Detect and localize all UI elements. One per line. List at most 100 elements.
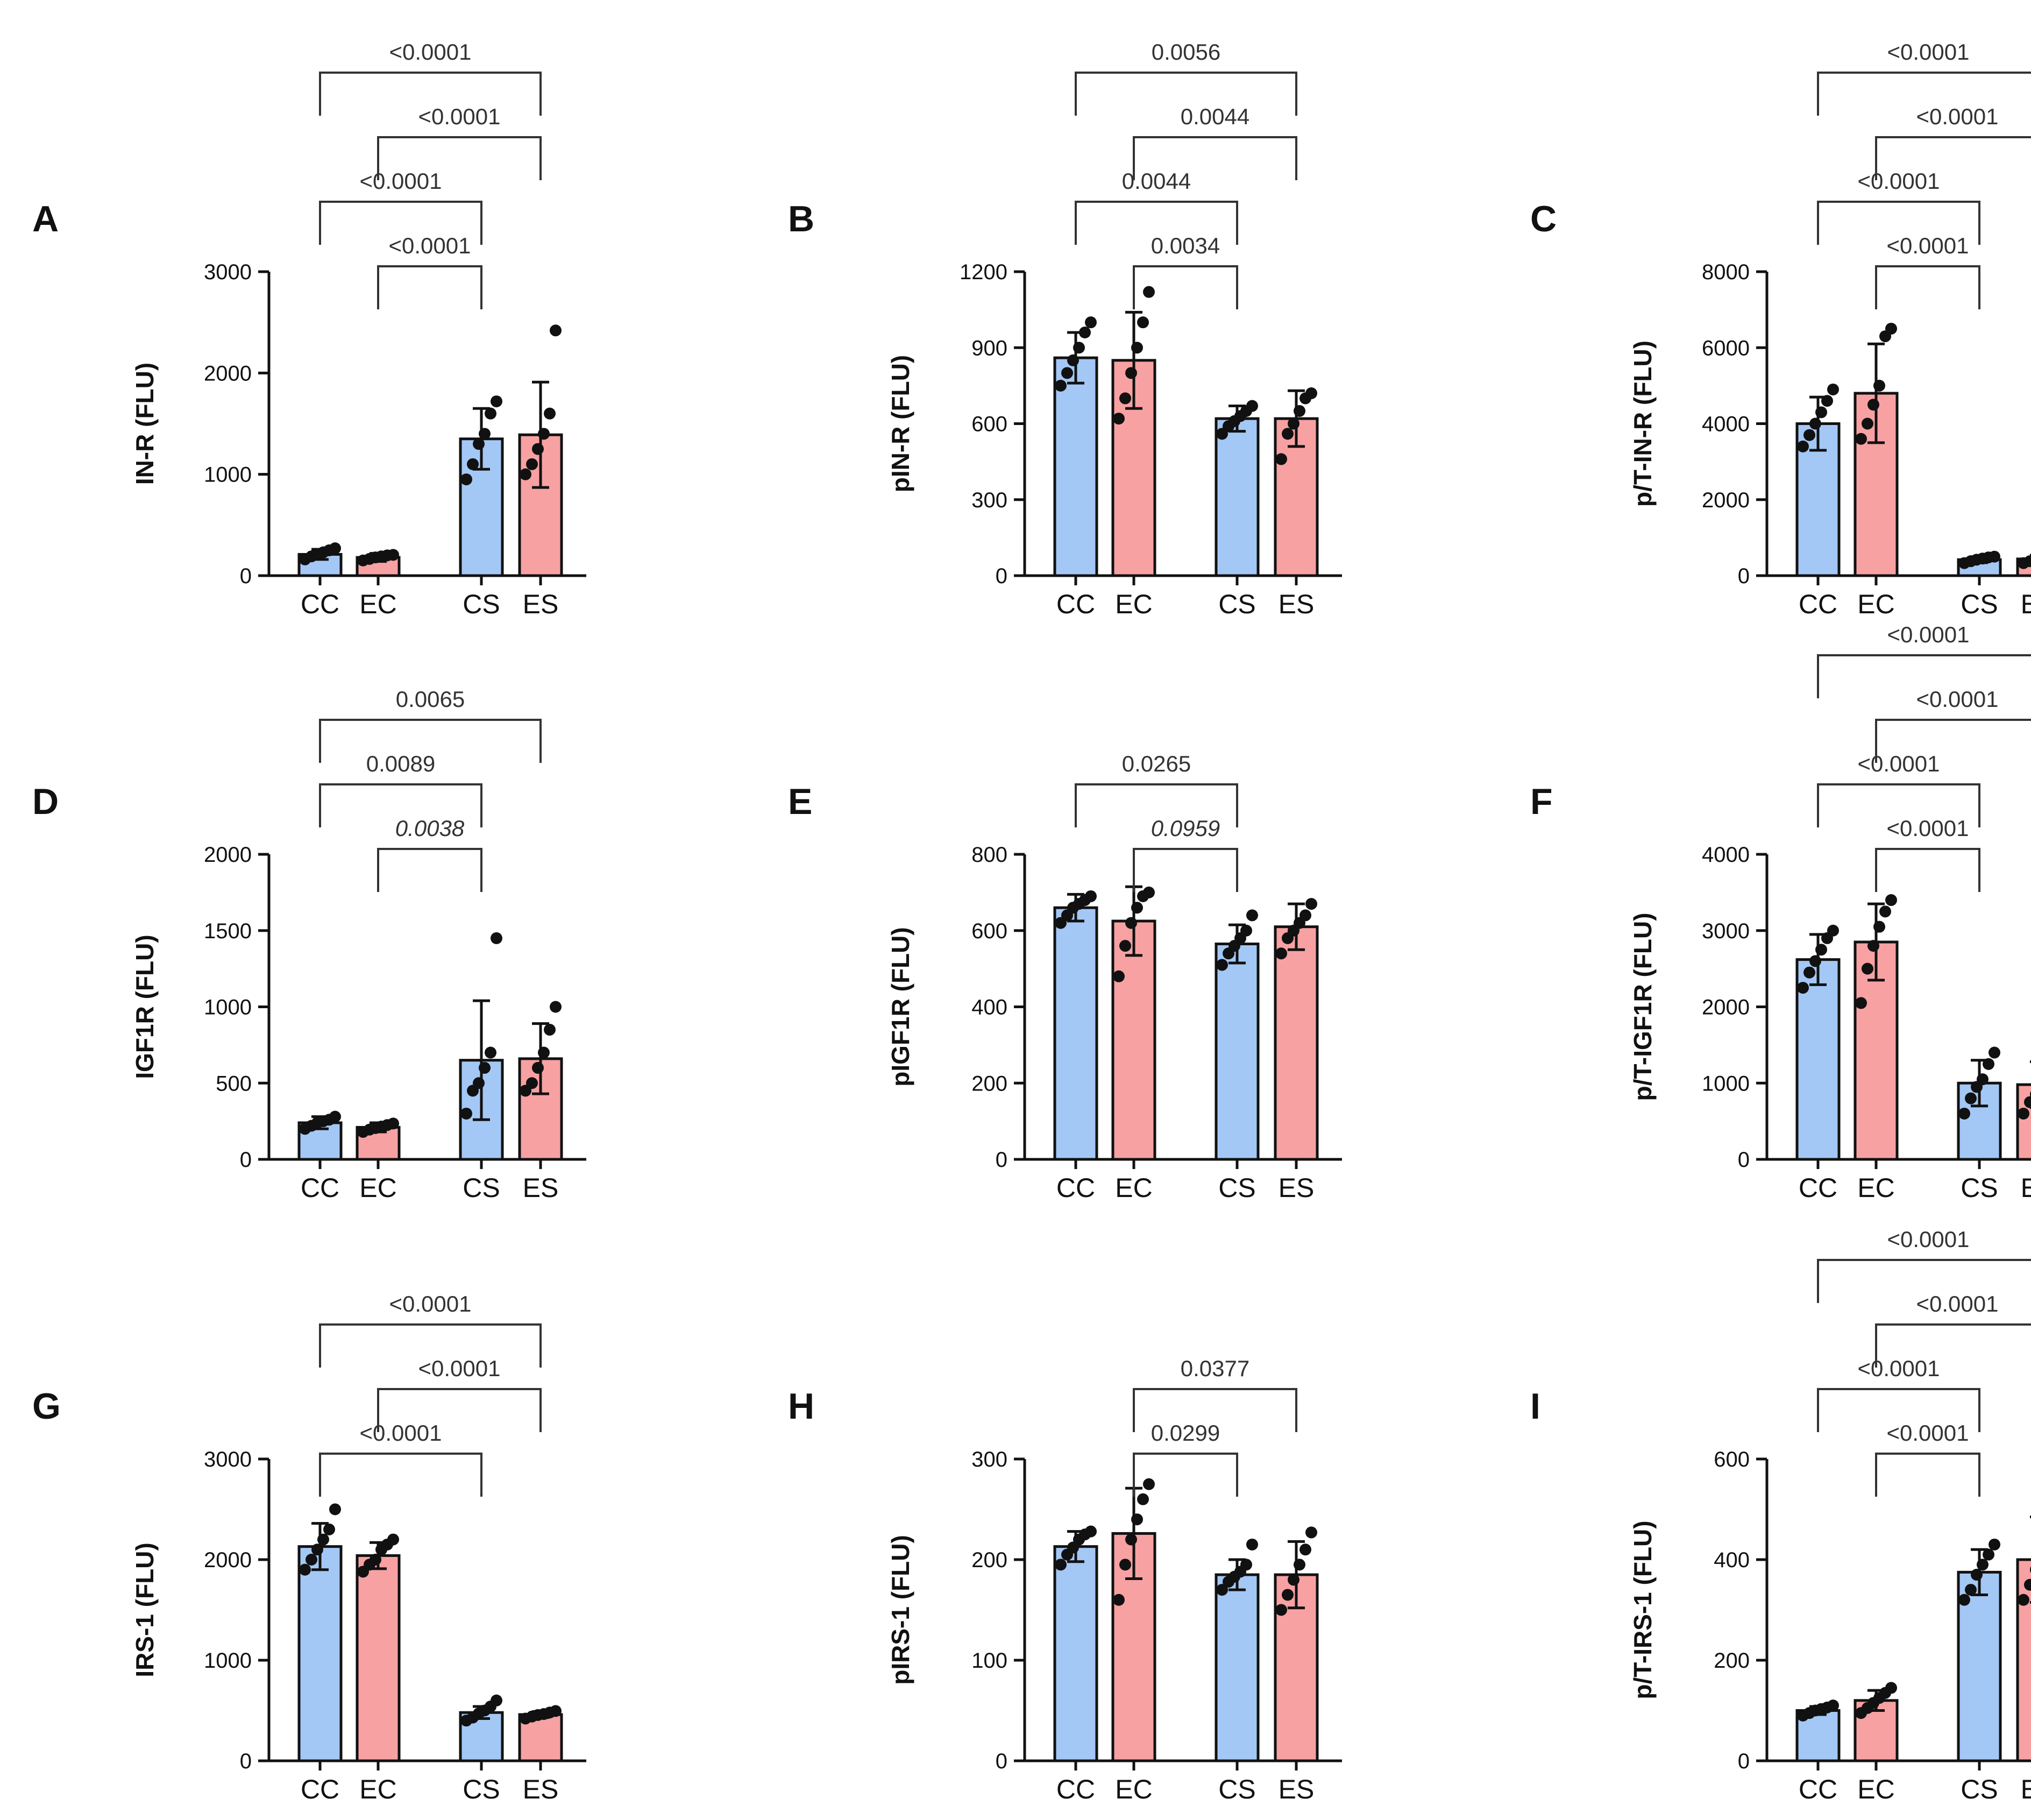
data-point xyxy=(387,1533,399,1546)
data-point xyxy=(1085,890,1097,902)
y-tick-label: 200 xyxy=(971,1072,1007,1095)
x-tick-label: ES xyxy=(523,589,559,619)
data-point xyxy=(1989,550,2000,563)
significance-bracket xyxy=(1075,72,1297,116)
significance-bracket xyxy=(1817,201,1980,245)
y-tick-label: 0 xyxy=(1738,1148,1750,1172)
y-axis-label: pIRS-1 (FLU) xyxy=(886,1535,914,1685)
x-tick-label: EC xyxy=(1115,1774,1152,1804)
x-tick-label: EC xyxy=(1857,1173,1894,1203)
data-point xyxy=(1971,1569,1983,1581)
p-value-label: <0.0001 xyxy=(1887,1227,1970,1252)
x-tick-label: ES xyxy=(1279,1774,1315,1804)
data-point xyxy=(1125,367,1137,379)
data-point xyxy=(538,1046,550,1059)
data-point xyxy=(1119,1559,1131,1571)
significance-bracket xyxy=(1133,1388,1297,1432)
data-point xyxy=(1855,433,1867,445)
data-point xyxy=(1305,387,1317,399)
x-tick-label: CS xyxy=(1961,1173,1998,1203)
data-point xyxy=(2024,555,2031,568)
x-tick-label: CS xyxy=(463,589,500,619)
data-point xyxy=(1143,286,1155,298)
p-value-label: <0.0001 xyxy=(1916,104,1999,129)
data-point xyxy=(1288,1574,1299,1586)
bar-cs xyxy=(1215,943,1260,1161)
data-point xyxy=(538,428,550,440)
data-point xyxy=(311,1543,323,1556)
x-tick-label: EC xyxy=(1115,1173,1152,1203)
panel-i: Ip/T-IRS-1 (FLU) 0 200 400 600 CC EC CS ES <0.000… xyxy=(1530,1227,2031,1804)
significance-bracket xyxy=(377,136,542,180)
data-point xyxy=(460,473,472,486)
data-point xyxy=(1113,970,1125,982)
x-tick-label: CS xyxy=(463,1173,500,1203)
data-point xyxy=(1240,1559,1252,1571)
significance-bracket xyxy=(377,265,482,309)
data-point xyxy=(1113,1594,1125,1606)
data-point xyxy=(1125,1533,1137,1546)
panel-letter: D xyxy=(32,781,59,822)
x-tick-label: CS xyxy=(1961,1774,1998,1804)
significance-bracket xyxy=(377,848,482,892)
panel-letter: E xyxy=(788,781,812,822)
y-tick-label: 0 xyxy=(240,1750,252,1773)
x-tick-label: CC xyxy=(301,1173,339,1203)
y-tick-label: 4000 xyxy=(1702,413,1750,436)
panel-f: Fp/T-IGF1R (FLU) 0 1000 2000 3000 4000 CC EC CS E… xyxy=(1530,622,2031,1203)
p-value-label: <0.0001 xyxy=(360,168,442,194)
panel-c: Cp/T-IN-R (FLU) 0 2000 4000 6000 8000 CC EC CS ES… xyxy=(1530,39,2031,619)
p-value-label: <0.0001 xyxy=(1916,686,1999,712)
p-value-label: <0.0001 xyxy=(389,233,471,258)
bar-cc xyxy=(1053,1545,1098,1762)
panel-letter: I xyxy=(1530,1386,1540,1427)
data-point xyxy=(473,438,485,450)
data-point xyxy=(1815,406,1827,419)
significance-bracket xyxy=(319,719,542,763)
x-tick-label: ES xyxy=(1279,589,1315,619)
data-point xyxy=(306,1554,317,1566)
y-tick-label: 200 xyxy=(1714,1649,1750,1673)
panel-letter: F xyxy=(1530,781,1553,822)
p-value-label: <0.0001 xyxy=(389,1291,472,1316)
significance-bracket xyxy=(377,1388,542,1432)
data-point xyxy=(387,549,399,561)
bar-cc xyxy=(1053,906,1098,1161)
y-tick-label: 4000 xyxy=(1702,843,1750,867)
y-axis-label: p/T-IN-R (FLU) xyxy=(1629,341,1657,507)
y-tick-label: 1000 xyxy=(204,996,252,1019)
y-tick-label: 0 xyxy=(240,1148,252,1172)
data-point xyxy=(1299,909,1311,922)
panel-letter: B xyxy=(788,199,814,239)
x-tick-label: CC xyxy=(1799,1173,1837,1203)
x-tick-label: ES xyxy=(1279,1173,1315,1203)
bar-cs xyxy=(1215,417,1260,577)
data-point xyxy=(473,1077,485,1089)
data-point xyxy=(1873,920,1885,933)
panel-letter: H xyxy=(788,1386,814,1427)
y-tick-label: 3000 xyxy=(204,260,252,284)
p-value-label: <0.0001 xyxy=(1858,1356,1940,1381)
data-point xyxy=(1079,327,1091,338)
x-tick-label: ES xyxy=(523,1774,559,1804)
y-axis-label: IGF1R (FLU) xyxy=(131,934,159,1079)
x-tick-label: CC xyxy=(301,1774,339,1804)
y-tick-label: 200 xyxy=(971,1548,1007,1572)
data-point xyxy=(2024,1578,2031,1591)
x-tick-label: CS xyxy=(1218,1774,1255,1804)
y-tick-label: 400 xyxy=(1714,1548,1750,1572)
data-point xyxy=(329,1110,341,1123)
data-point xyxy=(1275,947,1287,960)
data-point xyxy=(491,395,502,408)
data-point xyxy=(1294,1559,1305,1571)
data-point xyxy=(1965,1584,1977,1596)
p-value-label: <0.0001 xyxy=(1887,233,1969,258)
panel-letter: A xyxy=(32,199,59,239)
significance-bracket xyxy=(319,1453,482,1497)
y-tick-label: 1500 xyxy=(204,919,252,943)
data-point xyxy=(1885,1682,1897,1694)
data-point xyxy=(329,542,341,555)
significance-bracket xyxy=(1875,719,2031,763)
data-point xyxy=(1282,1589,1294,1601)
